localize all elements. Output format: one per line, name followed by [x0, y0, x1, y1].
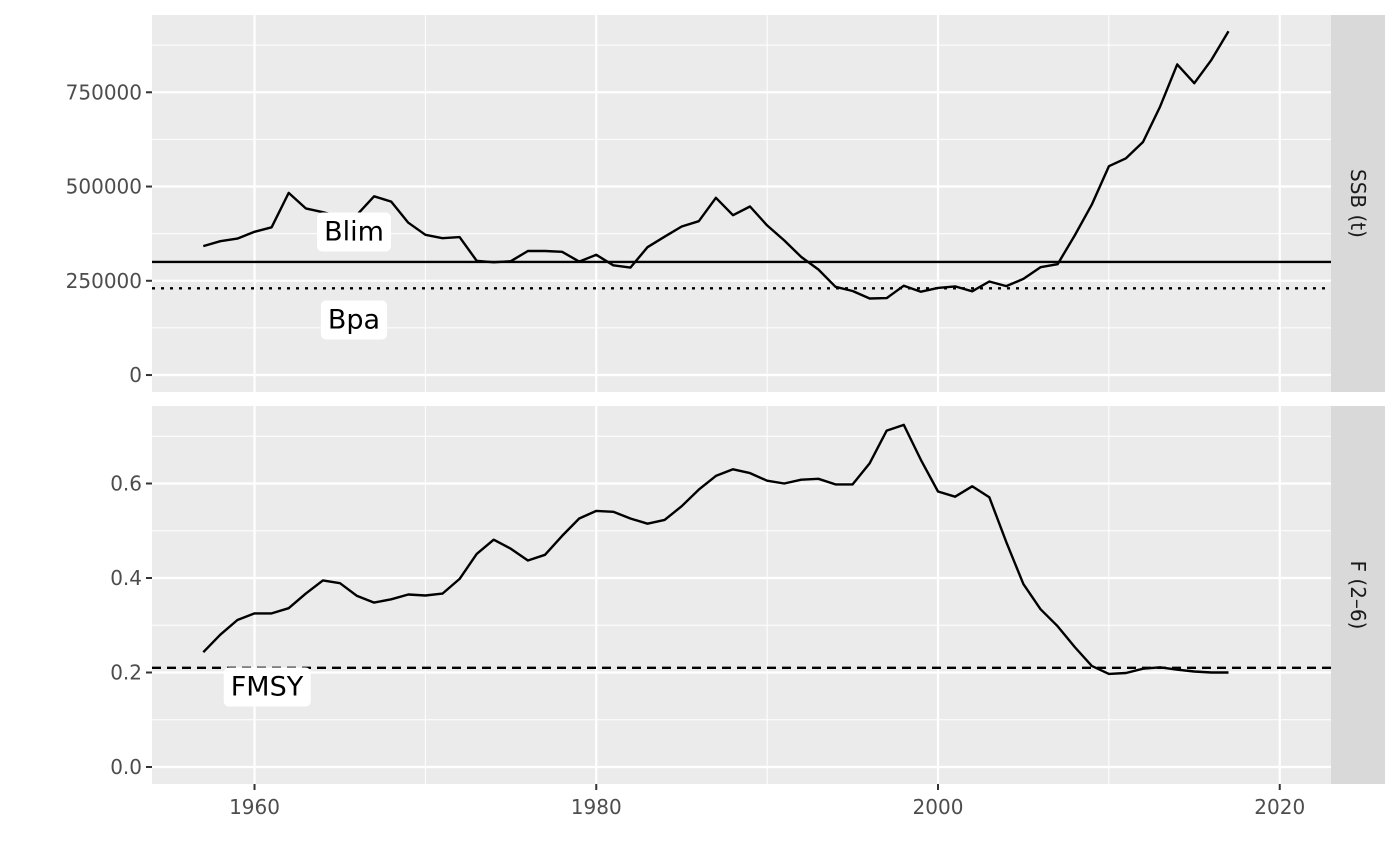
facet-strip — [1331, 406, 1385, 784]
reference-label-box — [320, 300, 388, 340]
series-line — [202, 423, 1229, 676]
x-tick-label: 1980 — [571, 795, 622, 819]
facet-strip-label: F (2–6) — [1346, 561, 1370, 630]
reference-label-blim: Blim — [317, 212, 391, 252]
reference-label-bpa: Bpa — [320, 300, 388, 340]
y-tick-label: 0 — [129, 363, 142, 387]
reference-label-box — [223, 667, 311, 707]
facet-panel-0: 0 250000 500000 750000 SSB (t) — [66, 15, 1385, 392]
reference-label-text: Blim — [324, 217, 384, 248]
series-line — [202, 30, 1230, 300]
y-tick-label: 250000 — [66, 269, 142, 293]
y-tick-label: 0.6 — [110, 471, 142, 495]
x-tick-label: 1960 — [229, 795, 280, 819]
y-tick-label: 500000 — [66, 175, 142, 199]
y-tick-label: 750000 — [66, 80, 142, 104]
facet-strip-label: SSB (t) — [1346, 169, 1370, 238]
reference-label-fmsy: FMSY — [223, 667, 311, 707]
reference-label-text: Bpa — [328, 305, 380, 336]
facet-panel-1: 0.0 0.2 0.4 0.6 1960 1980 2000 2020 F (2–6) — [110, 406, 1385, 819]
y-tick-label: 0.2 — [110, 660, 142, 684]
panel-background — [152, 406, 1331, 784]
facet-strip — [1331, 15, 1385, 392]
y-tick-label: 0.0 — [110, 755, 142, 779]
y-tick-label: 0.4 — [110, 566, 142, 590]
reference-label-text: FMSY — [231, 672, 304, 703]
reference-label-box — [317, 212, 391, 252]
x-tick-label: 2000 — [913, 795, 964, 819]
x-tick-label: 2020 — [1254, 795, 1305, 819]
